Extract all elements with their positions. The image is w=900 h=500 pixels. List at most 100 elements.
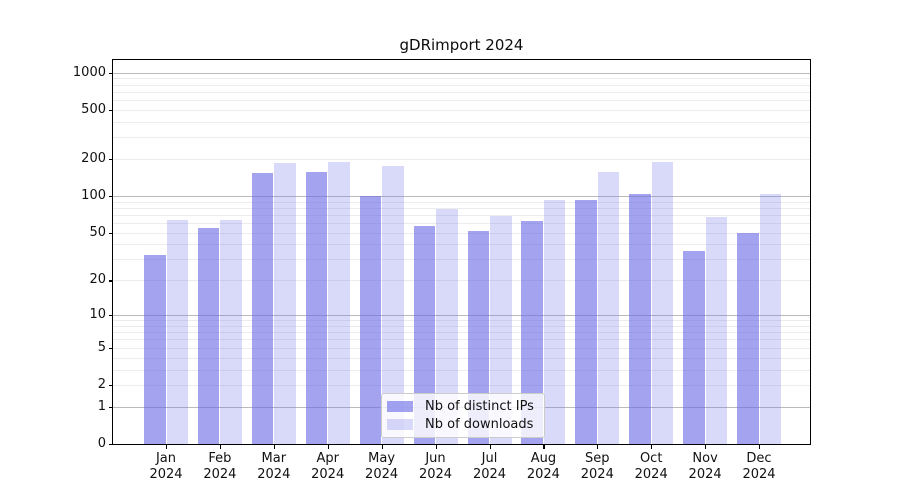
x-tick-label-mar: Mar 2024 bbox=[257, 451, 291, 482]
gridline-minor-800 bbox=[113, 84, 810, 86]
gridline-minor-700 bbox=[113, 91, 810, 93]
x-tick-label-sep: Sep 2024 bbox=[580, 451, 614, 482]
bar-distinct-ips-jun bbox=[413, 225, 435, 444]
y-tick-0 bbox=[109, 444, 113, 446]
gridline-minor-9 bbox=[113, 320, 810, 322]
x-tick-dec bbox=[759, 445, 761, 449]
x-tick-label-nov: Nov 2024 bbox=[688, 451, 722, 482]
x-tick-label-jan: Jan 2024 bbox=[149, 451, 183, 482]
plot-area bbox=[113, 60, 810, 444]
gridline-major-1000 bbox=[113, 72, 810, 74]
y-tick-label-20: 20 bbox=[89, 272, 106, 288]
x-tick-mar bbox=[273, 445, 275, 449]
gridline-minor-600 bbox=[113, 100, 810, 102]
bar-distinct-ips-sep bbox=[575, 200, 597, 444]
bar-downloads-oct bbox=[651, 161, 674, 444]
gridline-minor-60 bbox=[113, 223, 810, 225]
bar-distinct-ips-may bbox=[359, 196, 382, 444]
chart-title: gDRimport 2024 bbox=[399, 36, 524, 54]
y-tick-50 bbox=[109, 232, 113, 234]
grid-layer bbox=[113, 60, 810, 444]
gridline-minor-500 bbox=[113, 109, 810, 111]
gridline-minor-90 bbox=[113, 201, 810, 203]
bars-layer bbox=[113, 60, 810, 444]
bar-distinct-ips-feb bbox=[197, 227, 220, 444]
bar-distinct-ips-jul bbox=[467, 230, 489, 444]
legend: Nb of distinct IPs Nb of downloads bbox=[381, 393, 545, 438]
y-tick-20 bbox=[109, 280, 113, 282]
y-tick-label-50: 50 bbox=[89, 224, 106, 240]
y-tick-label-100: 100 bbox=[81, 188, 106, 203]
bar-distinct-ips-mar bbox=[251, 172, 274, 444]
gridline-major-10 bbox=[113, 315, 810, 317]
y-tick-1000 bbox=[109, 72, 113, 74]
gridline-minor-3 bbox=[113, 369, 810, 371]
x-tick-nov bbox=[705, 445, 707, 449]
y-tick-label-500: 500 bbox=[81, 101, 106, 117]
x-tick-label-jun: Jun 2024 bbox=[418, 451, 453, 482]
gridline-minor-40 bbox=[113, 244, 810, 246]
y-tick-label-1: 1 bbox=[97, 398, 106, 414]
gridline-minor-7 bbox=[113, 332, 810, 334]
bar-downloads-feb bbox=[220, 219, 242, 444]
gridline-minor-8 bbox=[113, 325, 810, 327]
y-tick-label-10: 10 bbox=[89, 307, 106, 323]
bar-distinct-ips-dec bbox=[737, 232, 759, 444]
bar-downloads-sep bbox=[597, 171, 620, 444]
gridline-minor-200 bbox=[113, 159, 810, 160]
gridline-minor-2 bbox=[113, 385, 810, 386]
y-tick-1 bbox=[109, 406, 113, 408]
gridline-minor-30 bbox=[113, 259, 810, 261]
bar-downloads-mar bbox=[274, 162, 296, 444]
x-tick-feb bbox=[219, 445, 222, 449]
y-tick-label-0: 0 bbox=[97, 436, 106, 451]
y-tick-label-2: 2 bbox=[97, 377, 106, 392]
bar-distinct-ips-nov bbox=[683, 251, 705, 444]
gridline-minor-6 bbox=[113, 339, 810, 341]
x-tick-label-oct: Oct 2024 bbox=[634, 451, 668, 482]
x-tick-sep bbox=[597, 445, 599, 449]
x-tick-jun bbox=[435, 445, 437, 449]
x-tick-jul bbox=[489, 445, 491, 449]
y-tick-5 bbox=[109, 347, 113, 349]
legend-item-distinct-ips: Nb of distinct IPs bbox=[387, 399, 536, 414]
gridline-minor-50 bbox=[113, 232, 810, 234]
bar-downloads-jun bbox=[436, 209, 458, 444]
bar-downloads-may bbox=[382, 166, 404, 444]
gridline-major-100 bbox=[113, 196, 810, 197]
gridline-minor-5 bbox=[113, 347, 810, 349]
gridline-minor-4 bbox=[113, 357, 810, 359]
x-tick-label-dec: Dec 2024 bbox=[742, 451, 776, 482]
bar-downloads-jul bbox=[490, 215, 512, 444]
legend-swatch-downloads bbox=[387, 419, 413, 430]
x-tick-label-apr: Apr 2024 bbox=[311, 451, 345, 482]
y-tick-label-1000: 1000 bbox=[72, 64, 106, 80]
y-tick-200 bbox=[109, 159, 113, 161]
gridline-minor-70 bbox=[113, 214, 810, 216]
y-tick-10 bbox=[109, 315, 113, 317]
legend-label-distinct-ips: Nb of distinct IPs bbox=[425, 399, 534, 414]
bar-distinct-ips-oct bbox=[629, 193, 651, 444]
x-tick-aug bbox=[543, 445, 545, 449]
x-tick-label-feb: Feb 2024 bbox=[203, 451, 237, 482]
y-tick-2 bbox=[109, 385, 113, 387]
gridline-minor-900 bbox=[113, 78, 810, 80]
x-tick-apr bbox=[327, 445, 329, 449]
x-tick-label-may: May 2024 bbox=[365, 451, 399, 482]
bar-downloads-jan bbox=[166, 219, 188, 444]
x-tick-oct bbox=[651, 445, 653, 449]
legend-label-downloads: Nb of downloads bbox=[425, 417, 534, 432]
x-tick-label-jul: Jul 2024 bbox=[472, 451, 507, 482]
y-tick-100 bbox=[109, 196, 113, 198]
gridline-minor-300 bbox=[113, 137, 810, 139]
y-tick-label-5: 5 bbox=[97, 339, 106, 355]
bar-downloads-dec bbox=[759, 194, 781, 444]
bar-downloads-aug bbox=[543, 200, 566, 444]
bar-distinct-ips-jan bbox=[144, 254, 166, 444]
x-tick-jan bbox=[166, 445, 168, 449]
x-tick-label-aug: Aug 2024 bbox=[526, 451, 560, 482]
x-tick-may bbox=[381, 445, 383, 449]
gridline-minor-80 bbox=[113, 207, 810, 209]
bar-downloads-apr bbox=[328, 161, 350, 444]
legend-item-downloads: Nb of downloads bbox=[387, 417, 536, 432]
